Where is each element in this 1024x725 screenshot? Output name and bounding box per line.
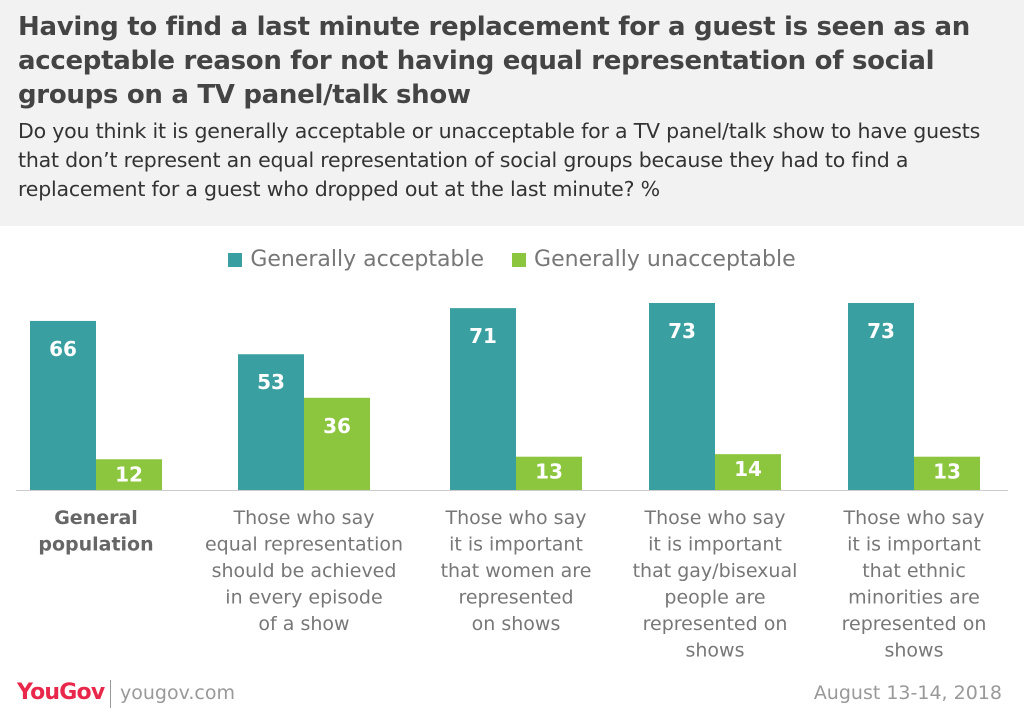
bar-acceptable-1 xyxy=(238,354,304,490)
category-label-3-line-5: shows xyxy=(685,640,744,662)
bar-acceptable-0 xyxy=(30,320,96,490)
category-label-3-line-3: people are xyxy=(664,587,765,609)
category-label-3-line-4: represented on xyxy=(643,613,788,635)
category-label-1-line-4: of a show xyxy=(258,613,349,635)
bar-chart: 66 53 71 73 73 12 36 13 14 13 General population Tho… xyxy=(16,303,1008,662)
legend-swatch-unacceptable xyxy=(512,252,527,267)
data-label-unacceptable-0: 12 xyxy=(115,462,143,486)
legend: Generally acceptable Generally unaccepta… xyxy=(0,247,1024,272)
yougov-logo: YouGov xyxy=(17,680,105,705)
footer-site: yougov.com xyxy=(120,682,235,704)
chart-subtitle: Do you think it is generally acceptable … xyxy=(18,119,981,201)
category-label-2-line-0: Those who say xyxy=(445,507,587,529)
category-label-3-line-1: it is important xyxy=(648,534,782,556)
legend-label-acceptable: Generally acceptable xyxy=(250,247,485,272)
bar-unacceptable-2 xyxy=(516,456,582,490)
data-label-unacceptable-3: 14 xyxy=(734,457,762,481)
category-label-1-line-0: Those who say xyxy=(233,507,375,529)
footer-date: August 13-14, 2018 xyxy=(813,682,1002,704)
data-label-acceptable-1: 53 xyxy=(257,370,285,394)
category-label-4-line-1: it is important xyxy=(847,534,981,556)
category-label-4-line-4: represented on xyxy=(842,613,987,635)
bar-unacceptable-1 xyxy=(304,397,370,490)
bar-acceptable-3 xyxy=(649,303,715,490)
category-label-4-line-0: Those who say xyxy=(843,507,985,529)
data-label-acceptable-2: 71 xyxy=(469,324,497,348)
data-label-acceptable-0: 66 xyxy=(49,337,77,361)
category-label-1-line-2: should be achieved xyxy=(212,560,397,582)
bar-unacceptable-4 xyxy=(914,456,980,490)
footer-divider xyxy=(110,680,111,708)
category-label-3-line-2: that gay/bisexual xyxy=(633,560,798,582)
category-label-4-line-5: shows xyxy=(884,640,943,662)
legend-swatch-acceptable xyxy=(228,252,243,267)
data-label-acceptable-3: 73 xyxy=(668,319,696,343)
category-label-2-line-3: represented xyxy=(458,587,573,609)
category-label-2-line-2: that women are xyxy=(441,560,592,582)
category-label-0-line-1: population xyxy=(38,534,153,556)
legend-item-acceptable: Generally acceptable xyxy=(228,247,484,272)
category-label-4-line-2: that ethnic xyxy=(862,560,966,582)
header: Having to find a last minute replacement… xyxy=(0,0,1024,226)
data-label-unacceptable-4: 13 xyxy=(933,460,961,484)
category-label-2-line-1: it is important xyxy=(449,534,583,556)
category-label-1-line-3: in every episode xyxy=(225,587,382,609)
category-label-1-line-1: equal representation xyxy=(205,534,403,556)
chart-title: Having to find a last minute replacement… xyxy=(18,12,970,110)
bar-unacceptable-0 xyxy=(96,459,162,490)
bar-acceptable-2 xyxy=(450,308,516,490)
bar-unacceptable-3 xyxy=(715,454,781,490)
category-label-4-line-3: minorities are xyxy=(848,587,980,609)
legend-label-unacceptable: Generally unacceptable xyxy=(534,247,796,272)
category-label-3-line-0: Those who say xyxy=(644,507,786,529)
data-label-acceptable-4: 73 xyxy=(867,319,895,343)
data-label-unacceptable-1: 36 xyxy=(323,414,351,438)
category-label-2-line-4: on shows xyxy=(472,613,561,635)
bar-acceptable-4 xyxy=(848,303,914,490)
legend-item-unacceptable: Generally unacceptable xyxy=(512,247,796,272)
category-label-0-line-0: General xyxy=(54,507,138,529)
data-label-unacceptable-2: 13 xyxy=(535,460,563,484)
